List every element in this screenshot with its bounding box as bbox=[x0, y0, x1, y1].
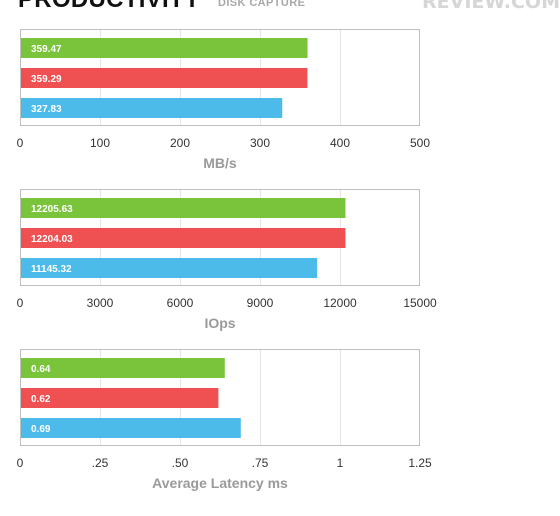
tick-label: .75 bbox=[252, 456, 269, 470]
tick-label: 0 bbox=[17, 296, 24, 310]
bar-value-label: 359.29 bbox=[31, 74, 62, 85]
tick-label: 500 bbox=[410, 136, 430, 150]
tick-label: 0 bbox=[17, 136, 24, 150]
bar-value-label: 0.64 bbox=[31, 364, 51, 375]
header: PRODUCTIVITY DISK CAPTURE REVIEW.COM bbox=[0, 0, 560, 12]
bar-value-label: 12205.63 bbox=[31, 204, 73, 215]
axis-title: MB/s bbox=[203, 155, 237, 171]
tick-label: 100 bbox=[90, 136, 110, 150]
bar bbox=[20, 38, 308, 58]
tick-label: 0 bbox=[17, 456, 24, 470]
chart-iops: 12205.63 12204.03 11145.32 0 3000 6000 9000 120… bbox=[17, 189, 437, 331]
bar bbox=[20, 258, 318, 278]
tick-label: 200 bbox=[170, 136, 190, 150]
tick-label: 1 bbox=[337, 456, 344, 470]
bar-value-label: 327.83 bbox=[31, 104, 62, 115]
bar-value-label: 0.69 bbox=[31, 424, 51, 435]
axis-title: IOps bbox=[204, 315, 235, 331]
tick-label: 3000 bbox=[87, 296, 114, 310]
bar-value-label: 12204.03 bbox=[31, 234, 73, 245]
plot-frame bbox=[20, 29, 420, 126]
bar bbox=[20, 358, 225, 378]
chart-throughput: 359.47 359.29 327.83 0 100 200 300 400 500 MB/s bbox=[17, 29, 430, 171]
plot-frame bbox=[20, 349, 420, 446]
page-subtitle: DISK CAPTURE bbox=[218, 0, 306, 9]
bar bbox=[20, 198, 346, 218]
bar bbox=[20, 98, 283, 118]
tick-label: .25 bbox=[92, 456, 109, 470]
bar bbox=[20, 68, 308, 88]
site-logo: REVIEW.COM bbox=[422, 0, 560, 12]
plot-frame bbox=[20, 189, 420, 286]
bar-value-label: 0.62 bbox=[31, 394, 51, 405]
tick-label: 15000 bbox=[403, 296, 437, 310]
tick-label: .50 bbox=[172, 456, 189, 470]
chart-latency: 0.64 0.62 0.69 0 .25 .50 .75 1 1.25 Average Laten… bbox=[17, 349, 432, 491]
bar bbox=[20, 418, 241, 438]
tick-label: 1.25 bbox=[408, 456, 432, 470]
bar bbox=[20, 388, 219, 408]
tick-label: 300 bbox=[250, 136, 270, 150]
bar bbox=[20, 228, 346, 248]
axis-title: Average Latency ms bbox=[152, 475, 288, 491]
bar-value-label: 359.47 bbox=[31, 44, 62, 55]
tick-label: 400 bbox=[330, 136, 350, 150]
tick-label: 12000 bbox=[323, 296, 357, 310]
bar-value-label: 11145.32 bbox=[31, 264, 72, 275]
page-title: PRODUCTIVITY bbox=[18, 0, 200, 12]
tick-label: 6000 bbox=[167, 296, 194, 310]
tick-label: 9000 bbox=[247, 296, 274, 310]
